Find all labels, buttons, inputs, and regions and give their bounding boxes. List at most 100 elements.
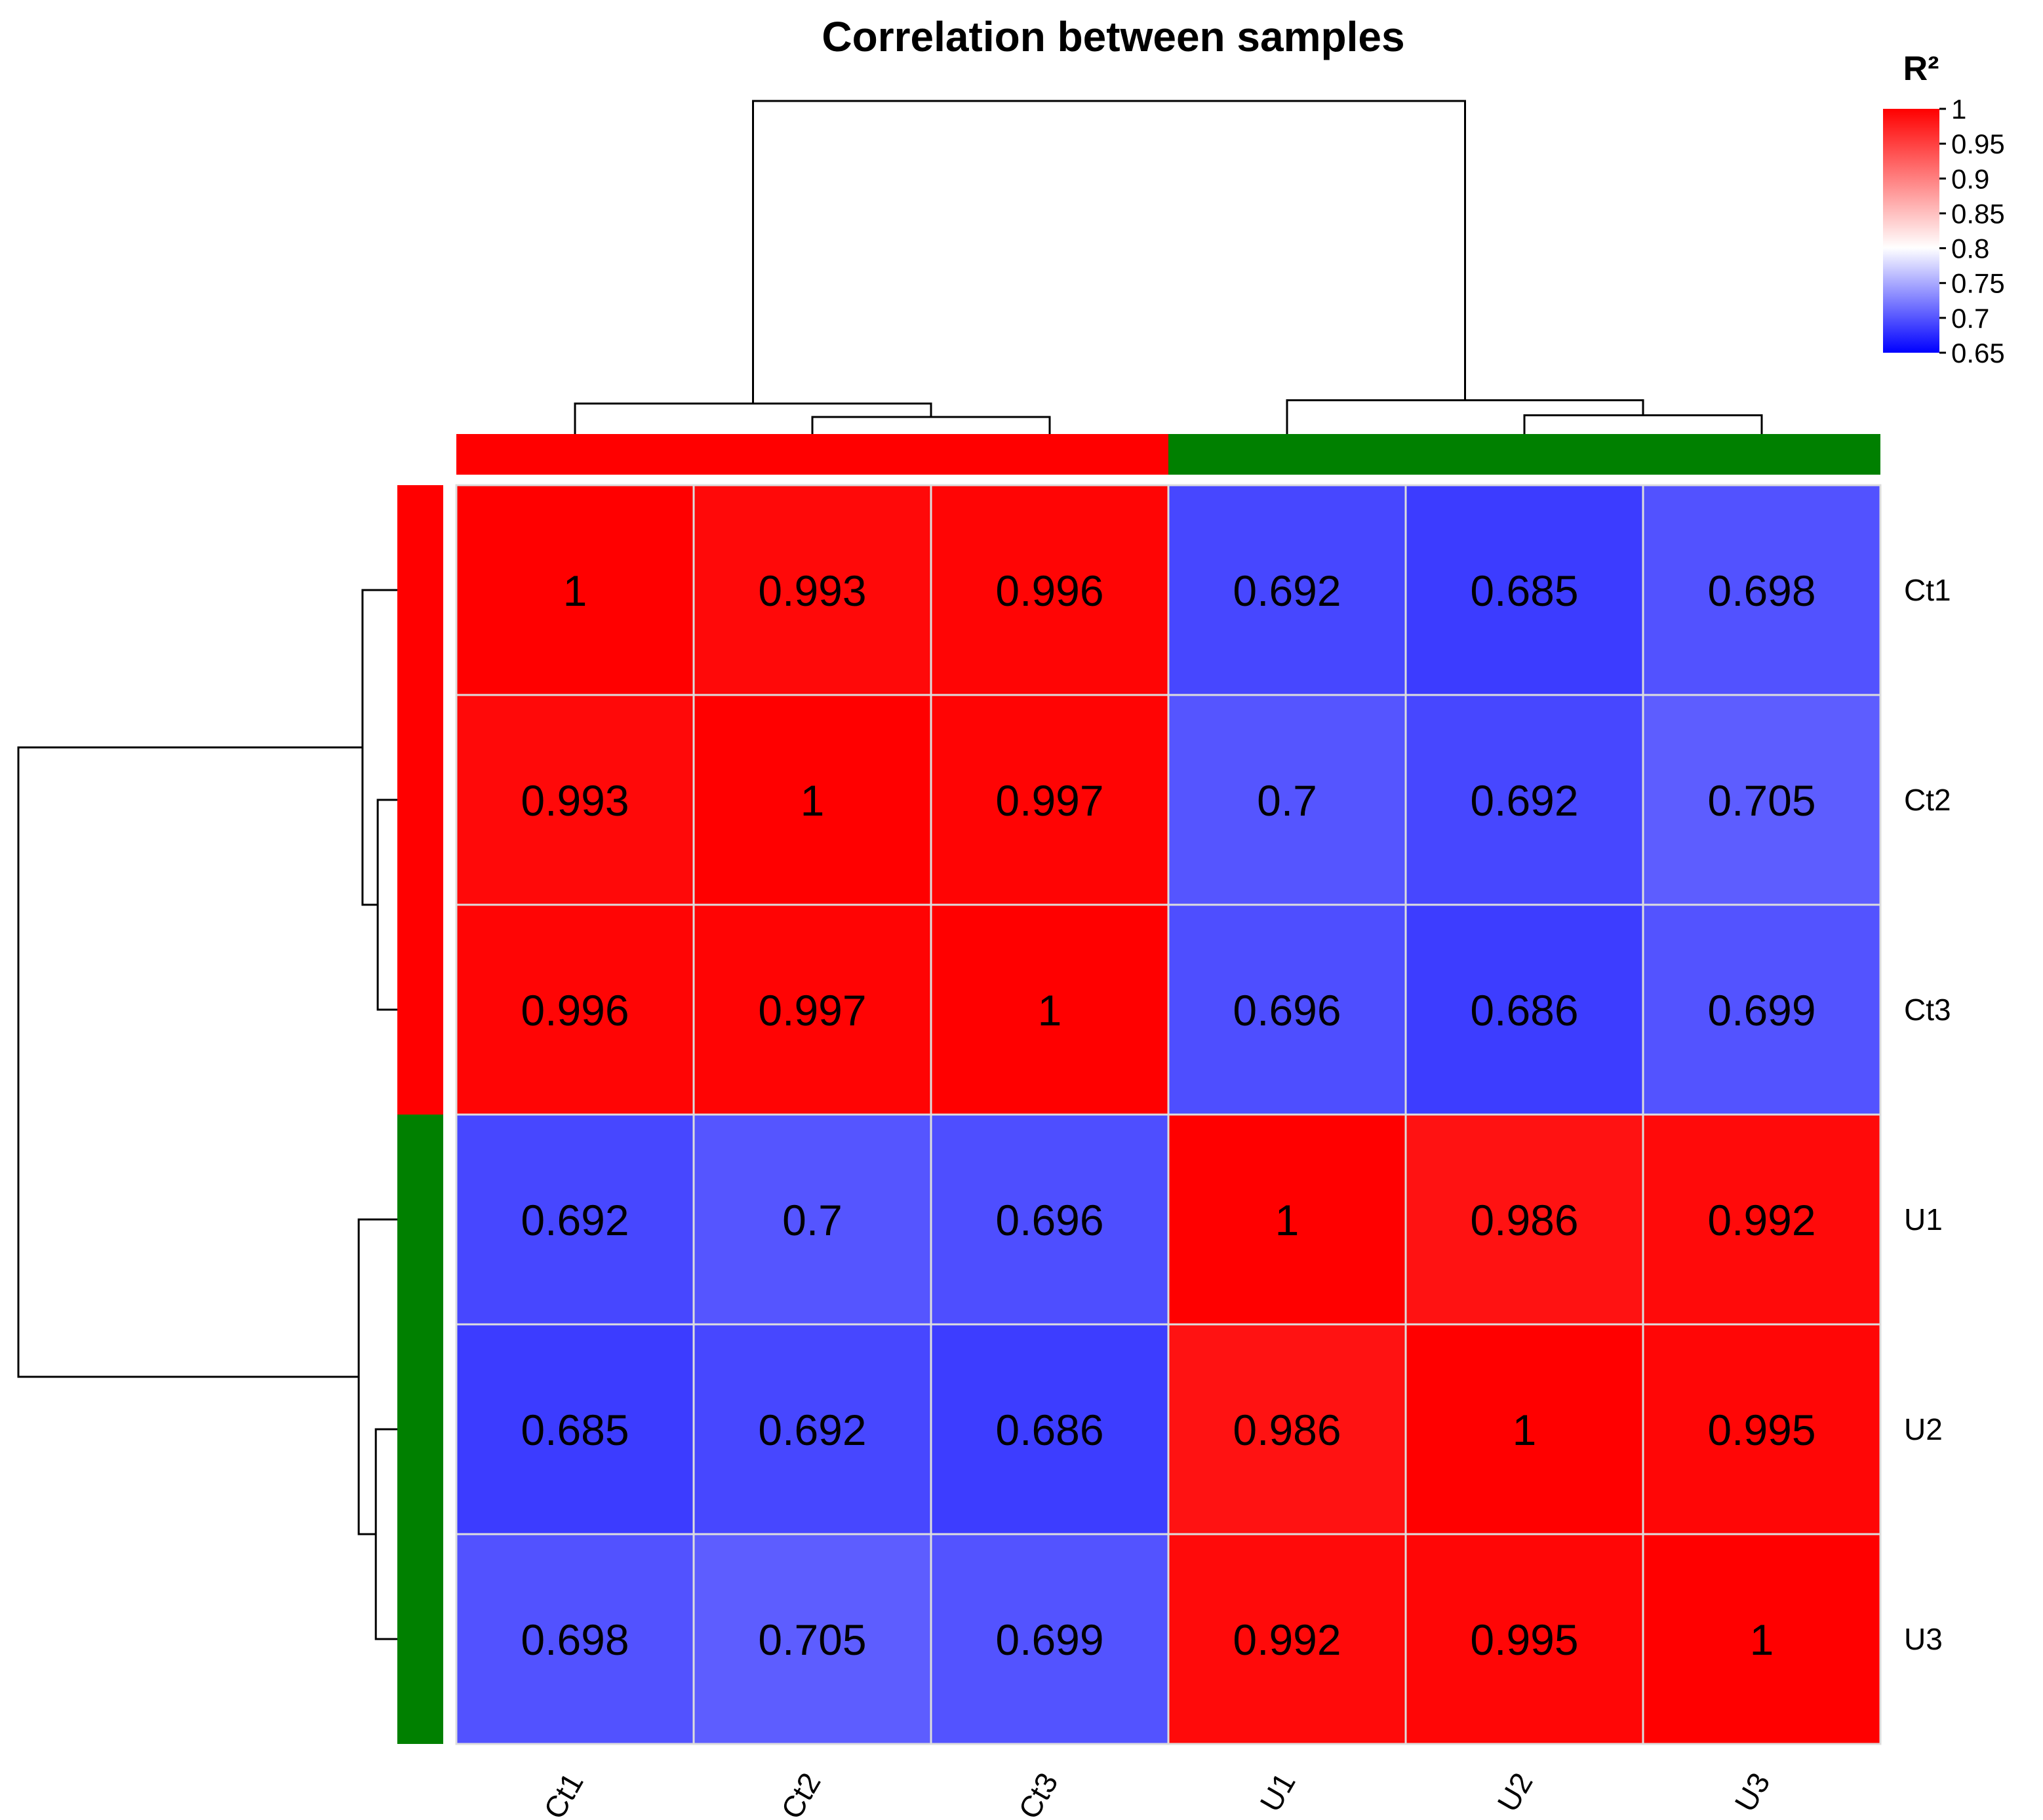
- heatmap-cell: [455, 694, 695, 906]
- column-label: U1: [1253, 1767, 1301, 1817]
- cell-value: 0.696: [995, 1196, 1103, 1244]
- cell-value: 0.993: [758, 566, 866, 615]
- cell-value: 0.699: [995, 1615, 1103, 1664]
- heatmap-cell: [1404, 1113, 1644, 1326]
- heatmap-cell: [1642, 1113, 1882, 1326]
- legend-tick-label: 0.85: [1951, 198, 2005, 229]
- column-group-bar: [1168, 434, 1880, 475]
- cell-value: 1: [1750, 1615, 1774, 1664]
- cell-value: 0.705: [758, 1615, 866, 1664]
- heatmap-cell: [692, 1323, 932, 1535]
- heatmap-cell: [692, 484, 932, 696]
- cell-value: 0.705: [1707, 776, 1815, 825]
- heatmap-cell: [455, 484, 695, 696]
- cell-value: 0.997: [758, 986, 866, 1035]
- column-label: Ct3: [1012, 1767, 1065, 1820]
- dendrogram-link: [361, 589, 399, 906]
- cell-value: 1: [801, 776, 825, 825]
- heatmap-cell: [1642, 1533, 1882, 1745]
- heatmap-cell: [455, 1113, 695, 1326]
- dendrogram-link: [17, 746, 363, 1378]
- cell-value: 0.692: [1470, 776, 1578, 825]
- heatmap-cell: [930, 1533, 1170, 1745]
- heatmap-cell: [1642, 903, 1882, 1116]
- heatmap-cell: [1167, 694, 1407, 906]
- cell-value: 0.685: [1470, 566, 1578, 615]
- dendrogram-link: [357, 1218, 399, 1535]
- cell-value: 0.996: [995, 566, 1103, 615]
- cell-value: 0.992: [1233, 1615, 1341, 1664]
- dendrogram-link: [1286, 399, 1644, 435]
- column-labels: Ct1 Ct2 Ct3 U1 U2 U3: [537, 1767, 1777, 1820]
- cell-value: 0.698: [1707, 566, 1815, 615]
- heatmap-cell: [692, 1113, 932, 1326]
- row-group-bar: [397, 1115, 443, 1744]
- heatmap-cell: [1404, 694, 1644, 906]
- cell-value: 0.686: [1470, 986, 1578, 1035]
- heatmap-cell: [1404, 1323, 1644, 1535]
- cell-value: 0.696: [1233, 986, 1341, 1035]
- heatmap-cell: [1642, 1323, 1882, 1535]
- dendrogram-link: [376, 799, 399, 1011]
- cell-value: 0.986: [1233, 1406, 1341, 1454]
- row-label: Ct2: [1904, 783, 1951, 817]
- row-label: U3: [1904, 1622, 1943, 1656]
- cell-value: 0.686: [995, 1406, 1103, 1454]
- heatmap-cell: [455, 1533, 695, 1745]
- cell-value: 0.993: [521, 776, 629, 825]
- cell-value: 0.996: [521, 986, 629, 1035]
- row-label: U2: [1904, 1412, 1943, 1446]
- cell-value: 0.992: [1707, 1196, 1815, 1244]
- cell-value: 0.692: [1233, 566, 1341, 615]
- legend-title: R²: [1903, 50, 1939, 88]
- column-group-bar: [456, 434, 1168, 475]
- dendrogram-link: [752, 100, 1466, 404]
- row-label: Ct1: [1904, 573, 1951, 607]
- heatmap-cell: [930, 484, 1170, 696]
- cell-value: 0.699: [1707, 986, 1815, 1035]
- group-annotation-bars: [397, 434, 1880, 1744]
- cell-value: 0.692: [758, 1406, 866, 1454]
- cell-value: 1: [1038, 986, 1062, 1035]
- heatmap-cell: [692, 903, 932, 1116]
- row-label: U1: [1904, 1202, 1943, 1236]
- legend-tick-label: 0.8: [1951, 233, 1989, 264]
- legend-color-bar: [1883, 109, 1939, 353]
- legend-tick-label: 1: [1951, 94, 1966, 125]
- heatmap-cell: [1167, 484, 1407, 696]
- cell-value: 1: [1275, 1196, 1299, 1244]
- heatmap-cell: [1642, 694, 1882, 906]
- cell-value: 0.692: [521, 1196, 629, 1244]
- cell-value: 0.685: [521, 1406, 629, 1454]
- heatmap-cell: [930, 1323, 1170, 1535]
- cell-value: 1: [563, 566, 587, 615]
- dendrogram-link: [374, 1428, 399, 1640]
- cell-value: 0.7: [782, 1196, 843, 1244]
- legend-tick-label: 0.7: [1951, 303, 1989, 334]
- heatmap-cell: [692, 694, 932, 906]
- heatmap-cell: [1167, 903, 1407, 1116]
- cell-value: 0.995: [1707, 1406, 1815, 1454]
- legend-tick-label: 0.75: [1951, 268, 2005, 299]
- cell-value: 0.995: [1470, 1615, 1578, 1664]
- cell-value: 0.698: [521, 1615, 629, 1664]
- heatmap-cell: [1404, 484, 1644, 696]
- legend-tick-label: 0.65: [1951, 338, 2005, 368]
- heatmap-cells: 1 0.993 0.996 0.692 0.685 0.698 0.993 1 0.997 0.7…: [455, 484, 1882, 1745]
- heatmap-cell: [1404, 1533, 1644, 1745]
- heatmap-cell: [930, 694, 1170, 906]
- row-labels: Ct1 Ct2 Ct3 U1 U2 U3: [1904, 573, 1951, 1656]
- cell-value: 0.986: [1470, 1196, 1578, 1244]
- legend-tick-label: 0.95: [1951, 129, 2005, 159]
- column-label: Ct2: [774, 1767, 827, 1820]
- cell-value: 0.997: [995, 776, 1103, 825]
- row-dendrogram: [17, 589, 399, 1640]
- cell-value: 0.7: [1257, 776, 1317, 825]
- column-label: U3: [1728, 1767, 1776, 1817]
- dendrogram-link: [811, 416, 1051, 435]
- column-dendrogram: [574, 100, 1763, 435]
- column-label: U2: [1490, 1767, 1539, 1817]
- row-group-bar: [397, 485, 443, 1115]
- dendrogram-link: [1523, 414, 1763, 435]
